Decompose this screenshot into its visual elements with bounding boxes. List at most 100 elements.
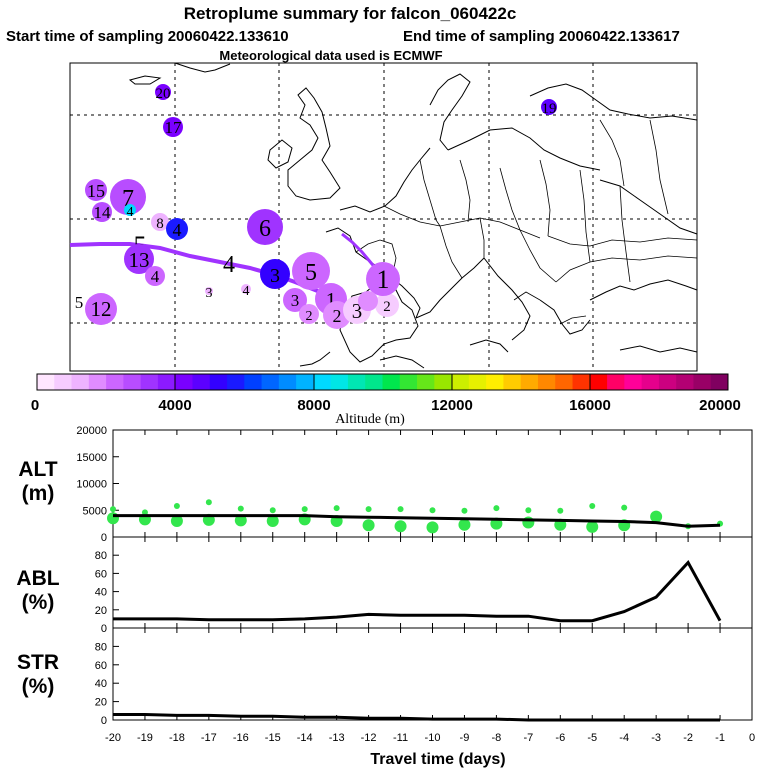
y-tick-label: 40	[95, 678, 107, 690]
svg-text:4: 4	[127, 205, 134, 220]
colorbar-swatch	[676, 374, 694, 390]
x-tick-label: -5	[587, 732, 597, 744]
x-axis-label: Travel time (days)	[370, 751, 505, 768]
x-tick-label: -3	[651, 732, 661, 744]
plume-marker: 5	[75, 293, 84, 312]
x-tick-label: -14	[297, 732, 313, 744]
colorbar-swatch	[106, 374, 124, 390]
y-tick-label: 20	[95, 697, 107, 709]
x-tick-label: -17	[201, 732, 217, 744]
y-tick-label: 0	[101, 623, 107, 635]
colorbar-swatch	[244, 374, 263, 390]
alt-yticks: 0 5000 10000 15000 20000	[76, 425, 119, 544]
y-tick-label: 80	[95, 641, 107, 653]
alt-spread-point	[461, 507, 468, 514]
y-tick-label: 20	[95, 605, 107, 617]
colorbar-swatch	[399, 374, 418, 390]
plume-marker: 13	[124, 244, 154, 274]
plume-marker: 4	[124, 204, 136, 220]
svg-text:8: 8	[156, 216, 164, 232]
abl-yticks: 0 20 40 60 80	[95, 550, 119, 635]
y-tick-label: 5000	[83, 505, 107, 517]
colorbar-tick-label: 0	[31, 397, 39, 414]
colorbar-swatch	[296, 374, 314, 390]
alt-spread-point	[237, 505, 244, 512]
alt-spread-point	[362, 519, 375, 532]
y-tick-label: 80	[95, 550, 107, 562]
svg-text:5: 5	[75, 293, 84, 312]
alt-spread-point	[107, 512, 119, 525]
alt-series-line	[113, 514, 721, 528]
svg-text:15: 15	[87, 181, 105, 201]
x-tick-label: -16	[233, 732, 249, 744]
colorbar-swatch	[157, 374, 176, 390]
x-tick-label: -10	[425, 732, 441, 744]
svg-text:19: 19	[542, 101, 557, 117]
colorbar-swatch	[227, 374, 245, 390]
svg-text:2: 2	[306, 309, 313, 324]
colorbar-swatch	[641, 374, 660, 390]
colorbar-swatch	[710, 374, 729, 390]
x-tick-label: 0	[749, 732, 755, 744]
alt-spread-point	[205, 499, 212, 506]
x-tick-labels: -20 -19 -18 -17 -16 -15 -14 -13 -12 -11 -10 -9 -8 -7-…	[105, 732, 755, 744]
map-panel: 20 19 17 15 7 14 4 8 4 6 5 13 4 4 3 4 3 …	[69, 62, 698, 372]
svg-text:4: 4	[151, 267, 160, 286]
plume-marker: 4	[223, 252, 235, 278]
abl-series-line	[113, 559, 722, 623]
altitude-colorbar: 0 4000 8000 12000 16000 20000 Altitude (…	[31, 373, 741, 427]
plume-marker: 19	[541, 99, 557, 117]
plume-marker: 3	[260, 259, 290, 289]
x-tick-label: -9	[460, 732, 470, 744]
colorbar-swatch	[693, 374, 712, 390]
svg-text:3: 3	[206, 286, 213, 301]
colorbar-swatch	[54, 374, 73, 390]
colorbar-swatch	[365, 374, 383, 390]
alt-spread-point	[170, 514, 183, 527]
abl-ylabel-line1: ABL	[16, 567, 59, 590]
x-tick-label: -18	[169, 732, 185, 744]
abl-xticks	[112, 537, 753, 628]
y-tick-label: 0	[101, 715, 107, 727]
plume-marker: 2	[375, 293, 399, 317]
alt-spread-point	[429, 507, 436, 514]
colorbar-swatch	[71, 374, 90, 390]
alt-spread-point	[397, 506, 404, 513]
x-tick-label: -12	[361, 732, 377, 744]
svg-text:5: 5	[305, 260, 317, 286]
alt-spread-point	[333, 505, 340, 512]
plume-marker: 1	[366, 262, 400, 296]
plume-markers: 20 19 17 15 7 14 4 8 4 6 5 13 4 4 3 4 3 …	[75, 84, 557, 329]
colorbar-tick-label: 8000	[297, 397, 330, 414]
colorbar-swatch	[88, 374, 107, 390]
plume-marker	[358, 291, 378, 311]
y-tick-label: 15000	[76, 452, 107, 464]
alt-panel: ALT (m) 0 5000 10000 15000 20000	[18, 425, 753, 544]
plume-marker: 5	[292, 252, 330, 290]
plume-marker: 4	[241, 284, 251, 299]
svg-text:3: 3	[270, 265, 280, 287]
colorbar-tick-label: 12000	[431, 397, 473, 414]
y-tick-label: 60	[95, 660, 107, 672]
alt-spread-point	[493, 505, 500, 512]
colorbar-swatch	[123, 374, 142, 390]
colorbar-swatch	[382, 374, 401, 390]
alt-spread-point	[301, 506, 308, 513]
alt-spread-point	[394, 520, 407, 533]
alt-spread-point	[621, 504, 628, 511]
alt-spread-point	[365, 506, 372, 513]
plume-marker: 20	[155, 84, 171, 102]
svg-text:13: 13	[129, 248, 150, 272]
y-tick-label: 60	[95, 568, 107, 580]
alt-spread-point	[650, 510, 663, 523]
colorbar-swatch	[624, 374, 643, 390]
plume-marker: 6	[247, 209, 283, 245]
svg-text:14: 14	[94, 203, 112, 222]
start-time-label: Start time of sampling 20060422.133610	[6, 28, 289, 45]
x-tick-label: -6	[555, 732, 565, 744]
colorbar-swatch	[572, 374, 591, 390]
plume-marker: 4	[145, 266, 165, 286]
colorbar-swatch	[434, 374, 453, 390]
colorbar-swatch	[486, 374, 504, 390]
alt-spread-point	[589, 502, 596, 509]
